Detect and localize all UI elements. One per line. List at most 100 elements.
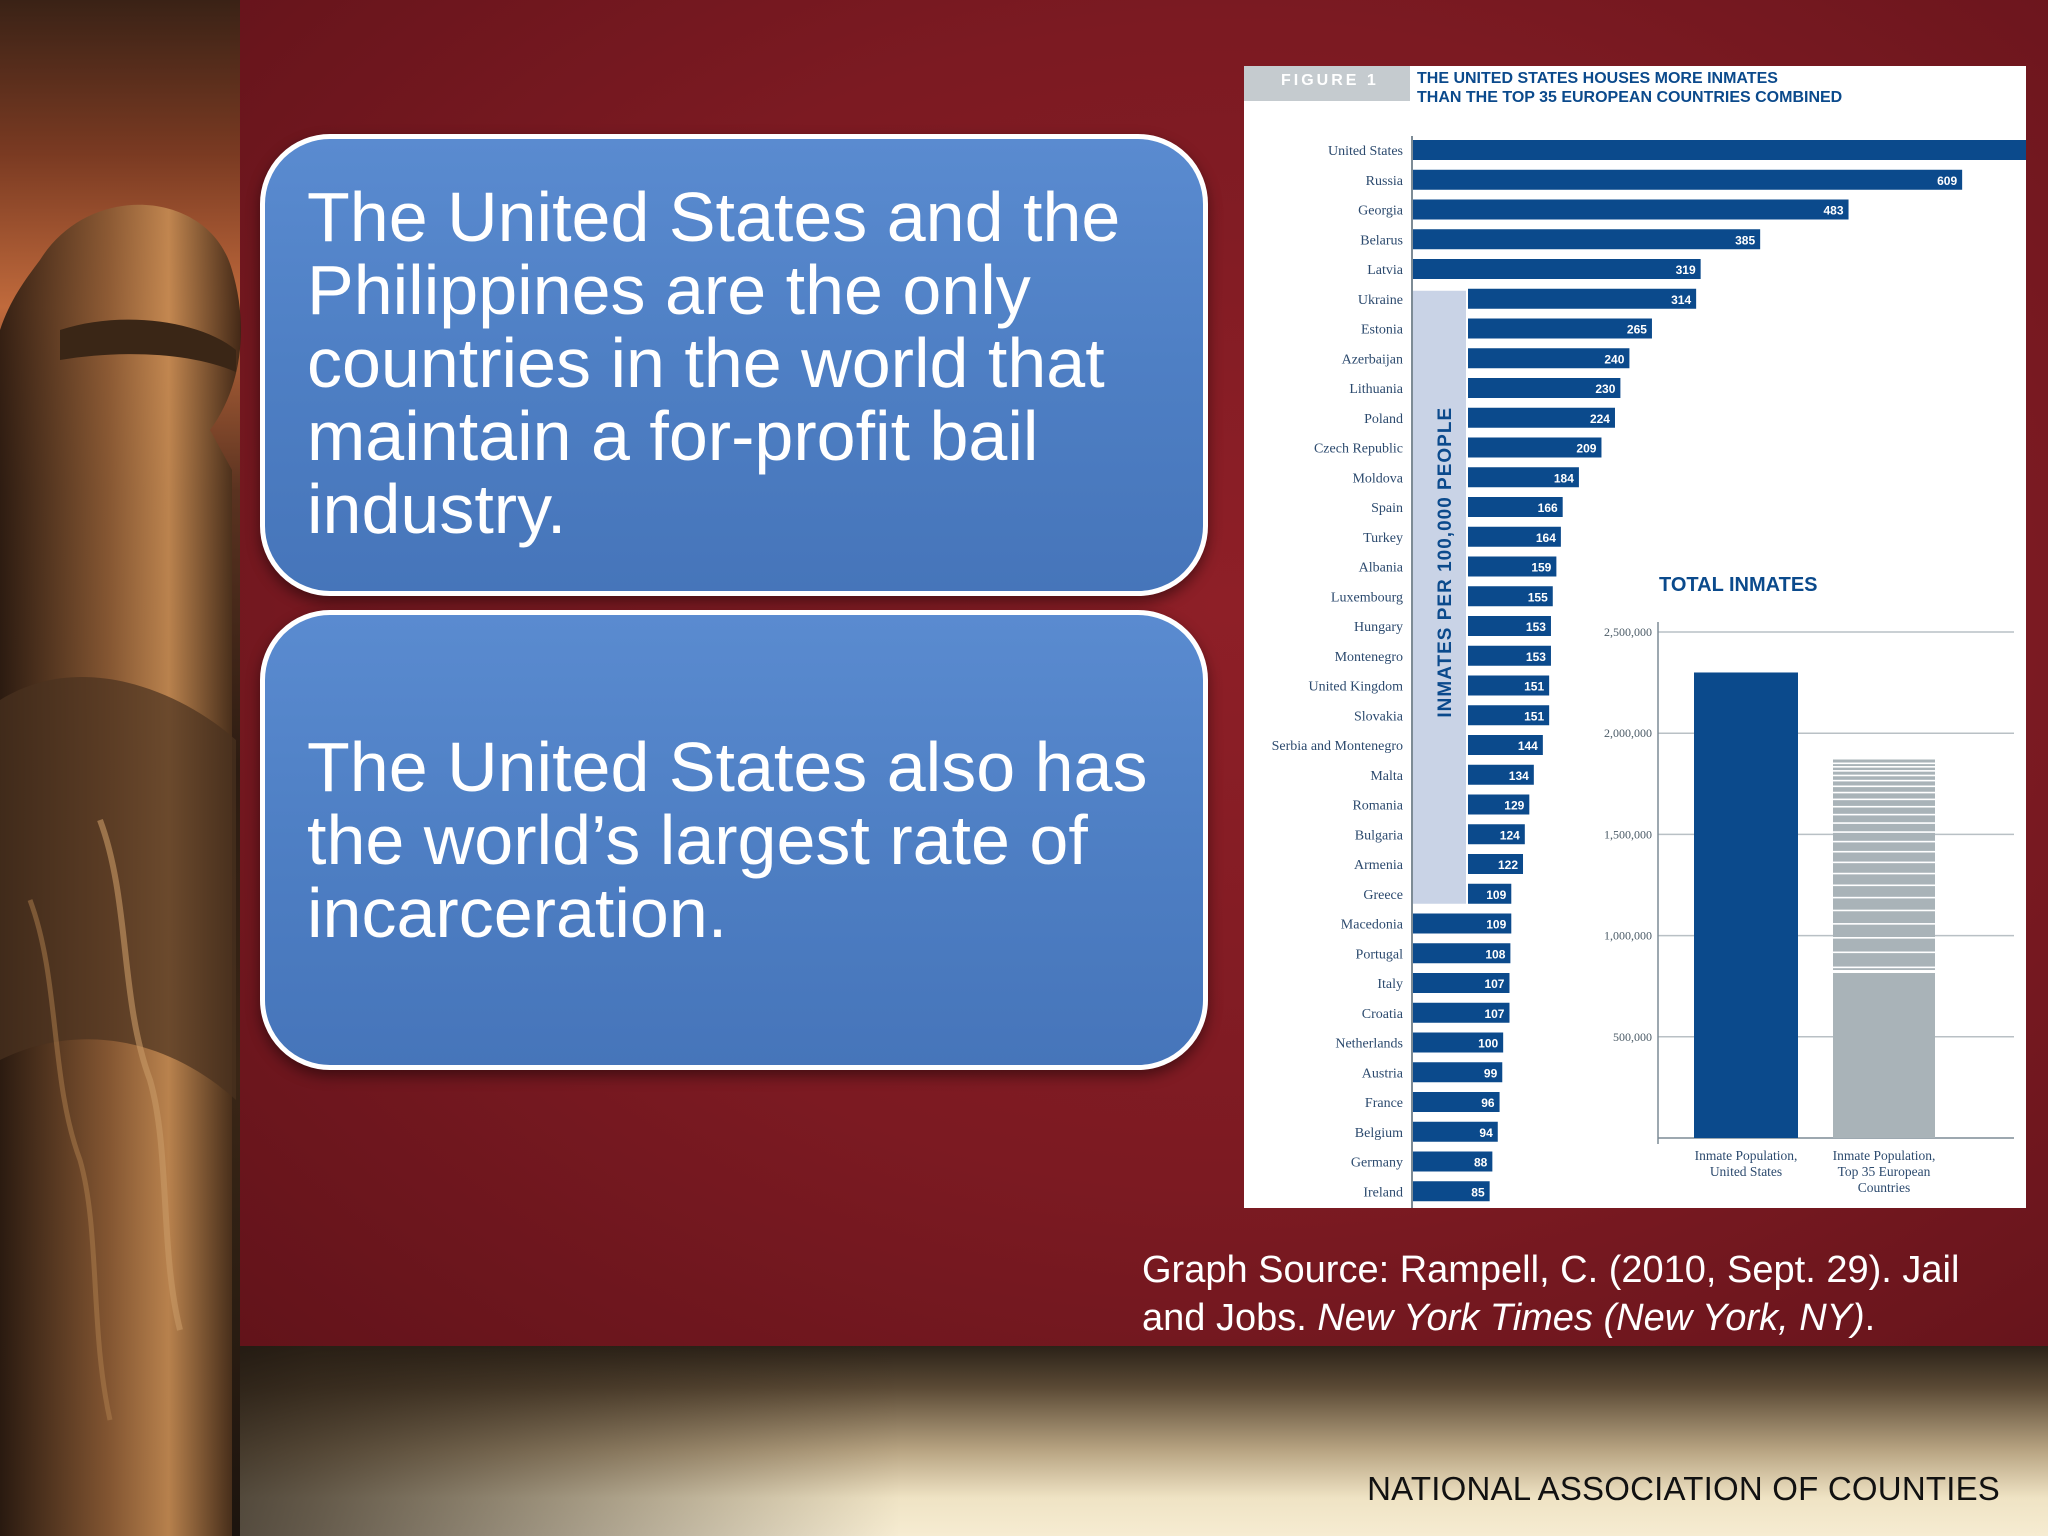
- country-label: Poland: [1364, 412, 1403, 427]
- bar-value-label: 122: [1498, 858, 1518, 872]
- figure-title-line-2: THAN THE TOP 35 EUROPEAN COUNTRIES COMBI…: [1417, 89, 1843, 106]
- bar-value-label: 184: [1554, 471, 1574, 485]
- bar-georgia: [1413, 199, 1849, 220]
- bar-value-label: 240: [1604, 352, 1624, 366]
- europe-bar-stripe: [1833, 822, 1935, 824]
- bar-moldova: [1468, 467, 1579, 488]
- bar-value-label: 230: [1595, 382, 1615, 396]
- bar-serbia-and-montenegro: [1468, 735, 1543, 755]
- bar-value-label: 134: [1509, 769, 1529, 783]
- europe-bar-divider: [1833, 970, 1935, 974]
- bar-value-label: 108: [1485, 947, 1505, 961]
- bar-value-label: 609: [1937, 174, 1957, 188]
- bar-value-label: 155: [1528, 590, 1548, 604]
- country-label: Lithuania: [1349, 382, 1403, 397]
- bar-belarus: [1413, 229, 1761, 250]
- bar-portugal: [1413, 943, 1511, 964]
- bar-armenia: [1468, 854, 1524, 874]
- europe-bar-stripe: [1833, 766, 1935, 768]
- europe-bar-stripe: [1833, 951, 1935, 954]
- europe-bar-stripe: [1833, 861, 1935, 864]
- europe-bar-stripe: [1833, 966, 1935, 969]
- bar-slovakia: [1468, 705, 1550, 726]
- bar-greece: [1468, 883, 1512, 904]
- bar-montenegro: [1468, 645, 1551, 666]
- figure-panel: 753United States609Russia483Georgia385Be…: [1244, 66, 2026, 1208]
- footer-organization: NATIONAL ASSOCIATION OF COUNTIES: [1367, 1470, 2000, 1507]
- europe-bar-stripe: [1833, 770, 1935, 772]
- source-prefix: Graph Source: Rampell, C. (2010, Sept. 2…: [1142, 1249, 1960, 1339]
- country-label: Estonia: [1361, 323, 1404, 338]
- bar-total-united-states: [1694, 672, 1798, 1138]
- country-label: Belgium: [1355, 1126, 1403, 1141]
- bar-ireland: [1413, 1181, 1490, 1202]
- chart-canvas: 753United States609Russia483Georgia385Be…: [1272, 136, 2026, 1208]
- bar-value-label: 159: [1531, 561, 1551, 575]
- bar-value-label: 109: [1486, 888, 1506, 902]
- bar-latvia: [1413, 259, 1701, 279]
- bar-ukraine: [1468, 288, 1697, 309]
- bar-value-label: 153: [1526, 620, 1546, 634]
- bar-value-label: 164: [1536, 531, 1556, 545]
- y-tick-label: 500,000: [1613, 1030, 1652, 1044]
- bar-estonia: [1468, 318, 1652, 339]
- bar-albania: [1468, 556, 1557, 577]
- country-label: Moldova: [1352, 471, 1403, 486]
- country-label: France: [1365, 1096, 1403, 1111]
- europe-bar-stripe: [1833, 872, 1935, 875]
- europe-bar-stripe: [1833, 774, 1935, 777]
- europe-bar-stripe: [1833, 937, 1935, 939]
- country-label: Armenia: [1354, 858, 1404, 873]
- country-label: Italy: [1377, 977, 1403, 992]
- bar-value-label: 109: [1486, 918, 1506, 932]
- bar-value-label: 85: [1471, 1185, 1485, 1199]
- europe-bar-stripe: [1833, 762, 1935, 765]
- country-label: Spain: [1371, 501, 1403, 516]
- europe-bar-stripe: [1833, 850, 1935, 853]
- europe-bar-stripe: [1833, 785, 1935, 788]
- total-category-label: Inmate Population,: [1695, 1148, 1798, 1163]
- text-box-incarceration: The United States also has the world’s l…: [260, 610, 1208, 1070]
- country-label: Bulgaria: [1355, 828, 1404, 843]
- bar-germany: [1413, 1151, 1493, 1172]
- bar-value-label: 88: [1474, 1156, 1488, 1170]
- total-category-label: Countries: [1858, 1180, 1911, 1195]
- bar-value-label: 124: [1500, 828, 1520, 842]
- bar-value-label: 319: [1676, 263, 1696, 277]
- bar-value-label: 107: [1484, 1007, 1504, 1021]
- country-label: Turkey: [1363, 531, 1403, 546]
- figure-tag-label: FIGURE 1: [1281, 72, 1379, 89]
- bail-statement: The United States and the Philippines ar…: [307, 178, 1121, 548]
- bar-chart-ylabel: INMATES PER 100,000 PEOPLE: [1435, 407, 1456, 718]
- country-label: Albania: [1359, 561, 1404, 576]
- bar-value-label: 483: [1824, 204, 1844, 218]
- country-label: Montenegro: [1335, 650, 1403, 665]
- total-category-label: United States: [1710, 1164, 1782, 1179]
- europe-bar-stripe: [1833, 805, 1935, 808]
- total-category-label: Inmate Population,: [1833, 1148, 1936, 1163]
- europe-bar-stripe: [1833, 779, 1935, 782]
- country-label: Germany: [1351, 1156, 1403, 1171]
- bar-value-label: 224: [1590, 412, 1610, 426]
- figure-title-line-1: THE UNITED STATES HOUSES MORE INMATES: [1417, 70, 1778, 87]
- bar-malta: [1468, 764, 1534, 785]
- bar-value-label: 209: [1576, 442, 1596, 456]
- country-label: Slovakia: [1354, 709, 1404, 724]
- bar-france: [1413, 1092, 1500, 1112]
- text-box-bail: The United States and the Philippines ar…: [260, 134, 1208, 596]
- bar-netherlands: [1413, 1032, 1504, 1053]
- country-label: Azerbaijan: [1342, 352, 1403, 367]
- total-inmates-title: TOTAL INMATES: [1659, 574, 1818, 596]
- bar-hungary: [1468, 616, 1551, 636]
- bar-united-kingdom: [1468, 675, 1550, 696]
- lady-justice-statue-image: [0, 204, 241, 1536]
- country-label: Macedonia: [1341, 918, 1404, 933]
- bar-luxembourg: [1468, 586, 1553, 607]
- country-label: Ireland: [1363, 1185, 1403, 1200]
- bar-macedonia: [1413, 913, 1512, 934]
- bar-spain: [1468, 497, 1563, 517]
- europe-bar-stripe: [1833, 884, 1935, 887]
- bar-austria: [1413, 1062, 1503, 1083]
- bar-value-label: 151: [1524, 709, 1544, 723]
